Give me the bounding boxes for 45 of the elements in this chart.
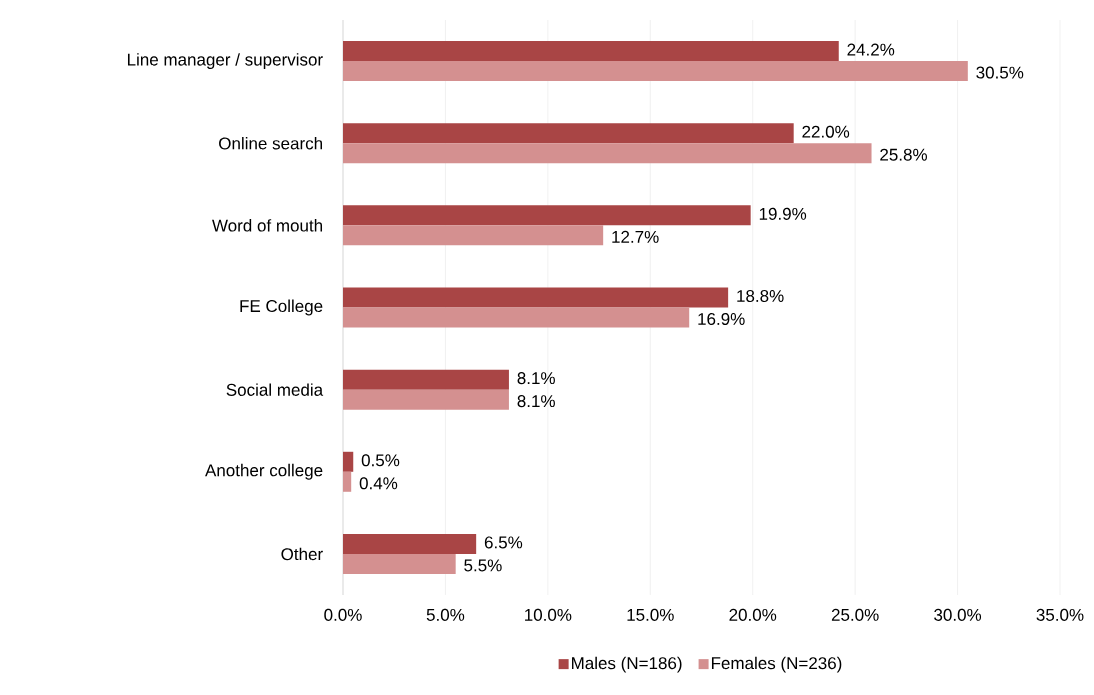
y-tick-label: Another college [205,463,323,480]
bar [343,451,354,472]
data-label: 19.9% [759,207,807,220]
data-label: 25.8% [880,148,927,161]
data-label: 8.1% [517,372,555,385]
data-label: 22.0% [802,125,850,138]
legend-label: Females (N=236) [711,656,842,673]
data-label: 30.5% [976,66,1024,79]
data-label: 5.5% [464,559,502,572]
data-label: 12.7% [612,230,659,243]
x-tick-label: 20.0% [729,608,777,621]
data-label: 16.9% [698,312,745,326]
bar [343,123,794,144]
y-tick-label: Online search [219,136,322,150]
x-tick-label: 25.0% [831,608,879,621]
data-label: 24.2% [847,43,895,56]
bar [343,143,872,164]
bar [343,287,729,308]
bar [343,41,839,62]
y-tick-label: Other [281,547,323,561]
data-label: 6.5% [484,536,523,549]
bar [343,553,456,574]
legend-label: Males (N=186) [572,656,682,673]
x-tick-label: 30.0% [934,608,982,621]
bar [343,307,690,328]
x-tick-label: 35.0% [1036,608,1084,621]
bar [343,225,604,246]
x-tick-label: 10.0% [525,608,572,621]
data-label: 0.4% [359,477,398,490]
data-label: 8.1% [517,395,555,408]
x-tick-label: 5.0% [426,608,465,621]
y-tick-label: Social media [226,383,324,396]
bar [343,389,509,410]
x-tick-label: 0.0% [324,608,362,621]
y-tick-label: FE College [240,299,323,316]
y-tick-label: Line manager / supervisor [127,53,323,69]
y-tick-label: Word of mouth [212,219,323,232]
bar [343,369,509,390]
x-tick-label: 15.0% [627,608,674,621]
bar [343,533,477,554]
bar [343,205,751,226]
data-label: 18.8% [737,289,784,303]
data-label: 0.5% [361,454,400,467]
bar [343,471,352,492]
bar [343,61,968,82]
